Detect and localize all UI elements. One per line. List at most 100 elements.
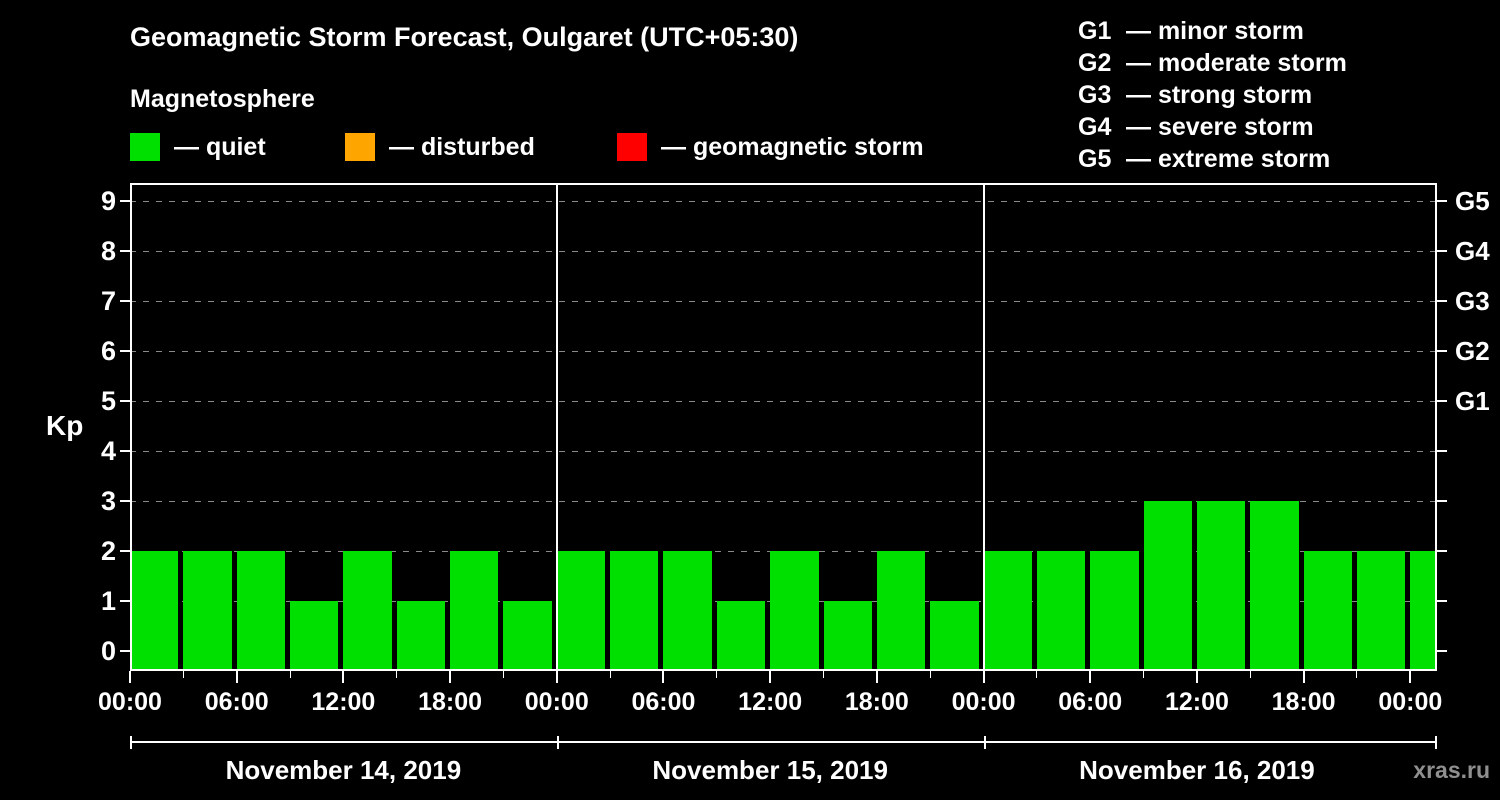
- day-separator-line: [982, 183, 985, 671]
- date-label: November 14, 2019: [225, 755, 462, 785]
- g3-code: G3: [1078, 81, 1112, 109]
- time-tick-label: 12:00: [311, 688, 376, 716]
- kp-axis-tick-label: 5: [100, 386, 116, 416]
- date-axis-line: [130, 741, 1437, 743]
- time-tick-label: 18:00: [1271, 688, 1336, 716]
- quiet-color-swatch: [130, 133, 160, 161]
- storm-scale-row-g4: G4 — severe storm: [1078, 111, 1347, 143]
- time-tick: [769, 671, 772, 683]
- kp-axis-tick: [120, 450, 130, 452]
- legend-item-quiet: — quiet: [130, 133, 266, 161]
- kp-bar: [450, 551, 499, 671]
- kp-axis-tick: [120, 200, 130, 202]
- date-axis-tick: [1435, 736, 1437, 749]
- g-level-label: G4: [1455, 236, 1490, 266]
- kp-gridline: [130, 400, 1437, 402]
- time-tick-minor: [823, 671, 824, 678]
- kp-axis-tick-label: 9: [100, 186, 116, 216]
- kp-axis-tick: [120, 600, 130, 602]
- kp-axis-tick: [1437, 400, 1447, 402]
- time-tick: [875, 671, 878, 683]
- kp-bar: [1090, 551, 1139, 671]
- g-level-label: G3: [1455, 286, 1490, 316]
- kp-axis-tick: [120, 650, 130, 652]
- time-tick: [1195, 671, 1198, 683]
- time-tick-label: 18:00: [418, 688, 483, 716]
- kp-gridline: [130, 300, 1437, 302]
- kp-axis-tick: [120, 500, 130, 502]
- kp-axis-tick: [1437, 500, 1447, 502]
- kp-axis-tick: [120, 350, 130, 352]
- g2-label: — moderate storm: [1126, 49, 1347, 77]
- kp-bar: [1143, 501, 1192, 671]
- time-tick-minor: [1036, 671, 1038, 678]
- date-axis-tick: [130, 736, 132, 749]
- date-axis-tick: [556, 736, 559, 749]
- time-tick: [1089, 671, 1092, 683]
- kp-bar: [876, 551, 926, 671]
- kp-axis-tick: [1437, 300, 1447, 302]
- plot-area: 0 1 2 3 4 5 6 7 8 9 G1 G2 G3 G4 G5 00:00 06:00 12:00 18:00…: [98, 183, 1490, 716]
- kp-axis-tick: [120, 300, 130, 302]
- time-tick-minor: [929, 671, 931, 678]
- time-tick-minor: [502, 671, 504, 678]
- kp-axis-tick: [1437, 200, 1447, 202]
- time-tick-label: 00:00: [98, 688, 162, 716]
- kp-axis-tick-label: 2: [100, 536, 116, 566]
- xras-watermark[interactable]: xras.ru: [1413, 757, 1490, 783]
- kp-axis-tick-label: 3: [100, 486, 116, 516]
- storm-scale-row-g2: G2 — moderate storm: [1078, 47, 1347, 79]
- time-tick: [982, 671, 985, 683]
- time-tick: [555, 671, 558, 683]
- g-level-label: G5: [1455, 186, 1490, 216]
- disturbed-label: — disturbed: [389, 133, 535, 161]
- g3-label: — strong storm: [1126, 81, 1313, 109]
- kp-bar: [1196, 501, 1246, 671]
- time-tick: [1302, 671, 1305, 683]
- kp-bar: [290, 601, 339, 671]
- kp-axis-title: Kp: [46, 410, 84, 441]
- time-tick-label: 12:00: [1164, 688, 1229, 716]
- time-tick-minor: [182, 671, 184, 678]
- kp-axis-tick-label: 4: [100, 436, 116, 466]
- kp-axis-tick: [1437, 650, 1447, 652]
- kp-bar: [716, 601, 766, 671]
- time-tick-label: 12:00: [738, 688, 803, 716]
- kp-gridline: [130, 450, 1437, 452]
- g1-code: G1: [1078, 17, 1112, 45]
- time-tick-label: 00:00: [524, 688, 589, 716]
- kp-axis-tick-label: 0: [100, 636, 116, 666]
- day-separator-line: [555, 183, 558, 671]
- g-level-label: G2: [1455, 336, 1490, 366]
- kp-gridline: [130, 350, 1437, 352]
- legend-item-storm: — geomagnetic storm: [617, 133, 924, 161]
- date-label: November 15, 2019: [652, 755, 888, 785]
- kp-axis-tick: [120, 250, 130, 252]
- time-tick-minor: [1143, 671, 1145, 678]
- time-tick-minor: [716, 671, 718, 678]
- kp-axis-tick-label: 6: [100, 336, 116, 366]
- kp-bar: [610, 551, 659, 671]
- kp-bar: [663, 551, 712, 671]
- date-axis: November 14, 2019 November 15, 2019 Novemb…: [130, 736, 1437, 796]
- kp-bar: [1250, 501, 1299, 671]
- kp-axis-tick-label: 1: [100, 586, 116, 616]
- g4-code: G4: [1078, 113, 1112, 141]
- storm-scale-row-g1: G1 — minor storm: [1078, 15, 1347, 47]
- date-label: November 16, 2019: [1079, 755, 1315, 785]
- storm-scale-legend: G1 — minor storm G2 — moderate storm G3 — s…: [1078, 15, 1347, 175]
- kp-axis-tick: [120, 550, 130, 552]
- chart-subtitle: Magnetosphere: [130, 85, 315, 113]
- kp-bar: [503, 601, 552, 671]
- time-tick-minor: [609, 671, 611, 678]
- g5-code: G5: [1078, 145, 1112, 173]
- time-tick-label: 06:00: [631, 688, 696, 716]
- time-tick-minor: [1249, 671, 1251, 678]
- time-tick-label: 00:00: [951, 688, 1016, 716]
- time-tick-label: 18:00: [844, 688, 909, 716]
- time-tick-minor: [1356, 671, 1358, 678]
- kp-gridline: [130, 500, 1437, 502]
- storm-scale-row-g3: G3 — strong storm: [1078, 79, 1347, 111]
- kp-axis-tick: [1437, 250, 1447, 252]
- time-tick-minor: [289, 671, 291, 678]
